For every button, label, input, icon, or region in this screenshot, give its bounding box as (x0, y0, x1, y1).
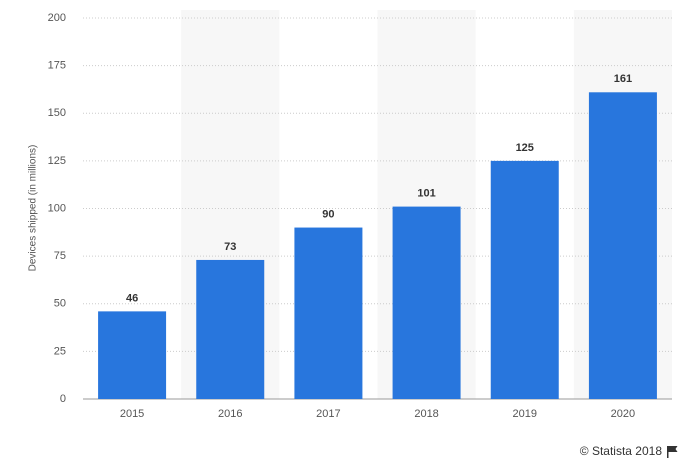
value-label: 101 (417, 188, 435, 200)
bar (196, 259, 265, 399)
value-label: 161 (614, 73, 632, 85)
bar (294, 227, 363, 399)
y-tick-label: 25 (54, 345, 66, 357)
value-label: 46 (126, 292, 138, 304)
x-tick-label: 2018 (414, 408, 438, 420)
y-tick-label: 200 (48, 12, 66, 24)
x-tick-label: 2017 (316, 408, 340, 420)
value-label: 73 (224, 241, 236, 253)
y-tick-label: 0 (60, 393, 66, 405)
x-tick-label: 2020 (611, 408, 635, 420)
credit: © Statista 2018 (580, 444, 663, 458)
value-label: 90 (322, 208, 334, 220)
y-tick-label: 150 (48, 107, 66, 119)
bar (588, 92, 657, 400)
x-tick-label: 2015 (120, 408, 144, 420)
y-tick-label: 125 (48, 155, 66, 167)
y-tick-label: 100 (48, 202, 66, 214)
y-axis-label: Devices shipped (in millions) (28, 145, 39, 272)
bar (392, 206, 461, 399)
y-tick-label: 50 (54, 298, 66, 310)
value-label: 125 (516, 142, 534, 154)
x-tick-label: 2016 (218, 408, 242, 420)
flag-icon (667, 446, 678, 458)
bar (490, 160, 559, 399)
y-tick-label: 175 (48, 60, 66, 72)
y-tick-label: 75 (54, 250, 66, 262)
x-tick-label: 2019 (513, 408, 537, 420)
bar (98, 311, 167, 399)
